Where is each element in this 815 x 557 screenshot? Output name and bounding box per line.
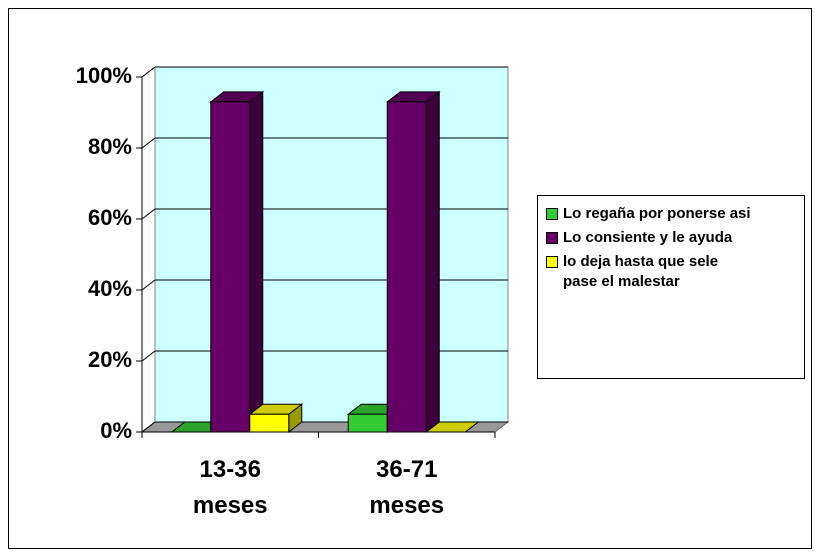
- back-wall: [154, 66, 509, 423]
- legend-entry: lo deja hasta que sele pase el malestar: [546, 252, 804, 292]
- x-tick-label: 13-36 meses: [192, 456, 268, 519]
- chart-frame: [8, 8, 812, 549]
- bar: [210, 101, 251, 433]
- bar-top: [424, 421, 480, 433]
- grid-line: [141, 350, 156, 362]
- legend-entry: Lo consiente y le ayuda: [546, 228, 804, 248]
- y-tick-label: 80%: [88, 134, 132, 159]
- legend-label: Lo consiente y le ayuda: [563, 229, 733, 246]
- y-tick-label: 60%: [88, 205, 132, 230]
- bar: [249, 413, 290, 433]
- grid-line: [141, 279, 156, 291]
- y-tick-label: 40%: [88, 276, 132, 301]
- legend-entry: Lo regaña por ponerse asi: [546, 204, 804, 224]
- grid-line: [141, 137, 156, 149]
- y-tick-label: 20%: [88, 347, 132, 372]
- y-tick-label: 0%: [100, 418, 132, 443]
- bar-side: [249, 90, 264, 434]
- bar: [347, 413, 388, 433]
- bar: [386, 101, 427, 433]
- grid-line: [141, 66, 156, 78]
- x-tick-label: 36-71 meses: [369, 456, 445, 519]
- y-tick-label: 100%: [76, 63, 132, 88]
- legend-swatch: [546, 232, 558, 244]
- legend-swatch: [546, 256, 558, 268]
- grid-line: [141, 208, 156, 220]
- bar-side: [425, 90, 440, 434]
- legend-label: lo deja hasta que sele pase el malestar: [563, 253, 719, 290]
- legend-swatch: [546, 208, 558, 220]
- side-wall: [141, 65, 156, 434]
- legend: Lo regaña por ponerse asi Lo consiente y …: [537, 195, 805, 379]
- grid-line: [141, 421, 156, 433]
- legend-label: Lo regaña por ponerse asi: [563, 205, 751, 222]
